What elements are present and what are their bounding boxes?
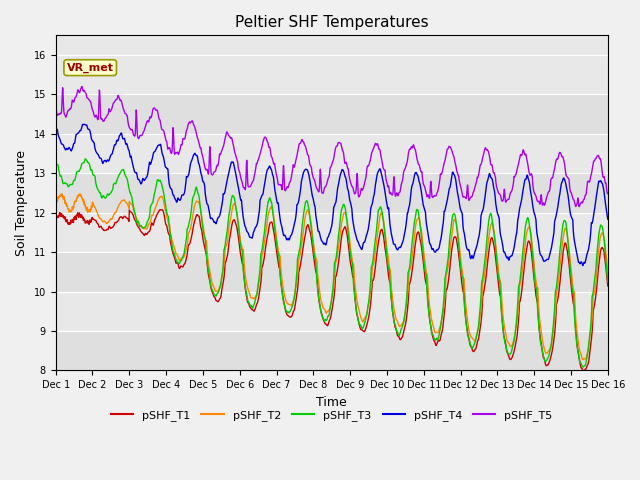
Y-axis label: Soil Temperature: Soil Temperature	[15, 150, 28, 256]
pSHF_T2	[360, 317, 367, 323]
Text: VR_met: VR_met	[67, 62, 114, 73]
pSHF_T4	[556, 194, 563, 200]
pSHF_T2	[52, 202, 60, 207]
pSHF_T5	[575, 204, 583, 210]
pSHF_T5	[206, 144, 214, 150]
pSHF_T5	[556, 150, 563, 156]
pSHF_T2	[492, 248, 500, 254]
pSHF_T4	[604, 216, 612, 222]
pSHF_T1	[348, 268, 356, 274]
Bar	[56, 331, 608, 371]
pSHF_T3	[556, 256, 563, 262]
pSHF_T2	[206, 269, 214, 275]
pSHF_T2	[571, 290, 579, 296]
pSHF_T5	[52, 104, 60, 110]
Line: pSHF_T4: pSHF_T4	[56, 124, 608, 265]
pSHF_T1	[360, 329, 367, 335]
Title: Peltier SHF Temperatures: Peltier SHF Temperatures	[235, 15, 429, 30]
pSHF_T3	[579, 364, 587, 370]
pSHF_T3	[52, 159, 60, 165]
pSHF_T1	[156, 207, 164, 213]
pSHF_T1	[604, 283, 612, 289]
pSHF_T2	[58, 191, 65, 196]
pSHF_T4	[360, 240, 367, 245]
Bar	[56, 95, 608, 134]
pSHF_T1	[556, 286, 563, 292]
Legend: pSHF_T1, pSHF_T2, pSHF_T3, pSHF_T4, pSHF_T5: pSHF_T1, pSHF_T2, pSHF_T3, pSHF_T4, pSHF…	[106, 406, 557, 425]
pSHF_T3	[571, 315, 579, 321]
pSHF_T1	[571, 304, 579, 310]
pSHF_T3	[81, 156, 89, 162]
pSHF_T5	[360, 183, 367, 189]
pSHF_T5	[492, 182, 500, 188]
pSHF_T5	[78, 84, 86, 89]
Line: pSHF_T5: pSHF_T5	[56, 86, 608, 207]
X-axis label: Time: Time	[316, 396, 347, 408]
pSHF_T5	[571, 199, 579, 205]
pSHF_T2	[604, 269, 612, 275]
Line: pSHF_T1: pSHF_T1	[56, 210, 608, 372]
pSHF_T4	[206, 213, 214, 218]
pSHF_T4	[492, 204, 500, 210]
pSHF_T1	[580, 369, 588, 375]
pSHF_T2	[348, 254, 356, 260]
pSHF_T4	[348, 206, 356, 212]
pSHF_T2	[579, 357, 586, 362]
Bar	[56, 252, 608, 291]
Bar	[56, 173, 608, 213]
pSHF_T2	[556, 271, 563, 276]
pSHF_T3	[604, 279, 612, 285]
pSHF_T1	[206, 278, 214, 284]
pSHF_T4	[579, 263, 587, 268]
pSHF_T3	[360, 323, 367, 329]
pSHF_T4	[79, 121, 86, 127]
Line: pSHF_T2: pSHF_T2	[56, 193, 608, 360]
pSHF_T1	[52, 216, 60, 222]
pSHF_T4	[52, 127, 60, 132]
pSHF_T3	[492, 253, 500, 259]
pSHF_T3	[348, 259, 356, 264]
pSHF_T4	[571, 239, 579, 245]
Line: pSHF_T3: pSHF_T3	[56, 159, 608, 367]
pSHF_T1	[492, 262, 500, 267]
pSHF_T5	[604, 191, 612, 197]
pSHF_T5	[348, 183, 356, 189]
pSHF_T3	[206, 276, 214, 282]
